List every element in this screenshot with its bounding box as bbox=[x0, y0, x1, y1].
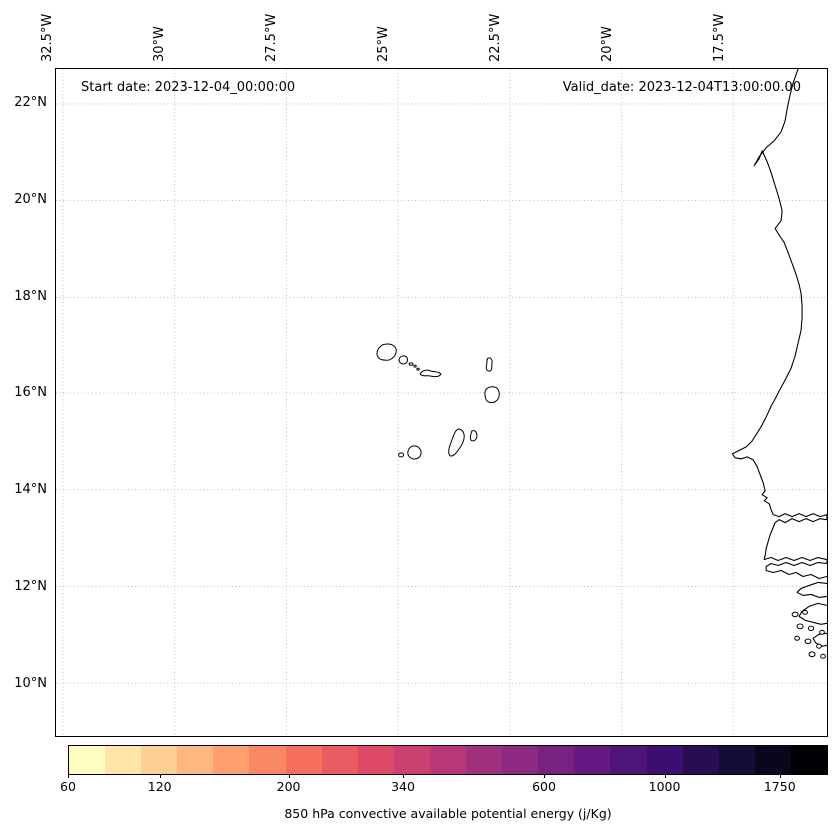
coastlines bbox=[731, 69, 827, 647]
colorbar-segment bbox=[393, 746, 430, 774]
x-tick-label: 32.5°W bbox=[40, 13, 55, 62]
colorbar-segment bbox=[538, 746, 575, 774]
island bbox=[448, 428, 465, 457]
small-island bbox=[808, 651, 816, 658]
colorbar-segment bbox=[502, 746, 539, 774]
islet bbox=[408, 362, 414, 366]
small-island bbox=[819, 629, 825, 635]
small-island bbox=[804, 638, 812, 645]
colorbar-tick-mark bbox=[403, 775, 405, 778]
estuary-coastline bbox=[798, 602, 827, 625]
colorbar-segment bbox=[754, 746, 791, 774]
colorbar-segment bbox=[321, 746, 358, 774]
small-island bbox=[794, 635, 800, 641]
island bbox=[419, 369, 442, 378]
colorbar-tick-mark bbox=[664, 775, 666, 778]
colorbar-tick-label: 1750 bbox=[763, 779, 796, 794]
y-tick-label: 14°N bbox=[14, 482, 47, 497]
small-island bbox=[791, 611, 799, 618]
y-tick-label: 16°N bbox=[14, 385, 47, 400]
x-tick-label: 27.5°W bbox=[264, 13, 279, 62]
colorbar-segment bbox=[429, 746, 467, 774]
islet bbox=[413, 364, 417, 368]
colorbar-segment bbox=[718, 746, 755, 774]
x-tick-label: 17.5°W bbox=[712, 13, 727, 62]
colorbar-tick-mark bbox=[288, 775, 290, 778]
islet bbox=[416, 367, 420, 371]
island bbox=[407, 445, 422, 460]
colorbar-label: 850 hPa convective available potential e… bbox=[284, 806, 612, 821]
y-tick-label: 20°N bbox=[14, 192, 47, 207]
island bbox=[376, 343, 397, 361]
colorbar-tick-mark bbox=[159, 775, 161, 778]
offshore-islets bbox=[791, 609, 826, 659]
colorbar bbox=[68, 745, 828, 775]
colorbar-tick-mark bbox=[779, 775, 781, 778]
estuary-coastline bbox=[796, 581, 827, 598]
colorbar-tick-label: 60 bbox=[60, 779, 76, 794]
x-tick-label: 30°W bbox=[152, 26, 167, 62]
colorbar-segment bbox=[285, 746, 322, 774]
y-tick-label: 18°N bbox=[14, 289, 47, 304]
colorbar-segment bbox=[249, 746, 286, 774]
small-island bbox=[802, 609, 808, 615]
x-tick-label: 22.5°W bbox=[488, 13, 503, 62]
island bbox=[398, 355, 408, 365]
colorbar-tick-mark bbox=[544, 775, 546, 778]
y-tick-label: 10°N bbox=[14, 676, 47, 691]
colorbar-segment bbox=[610, 746, 647, 774]
colorbar-tick-label: 1000 bbox=[648, 779, 681, 794]
small-island bbox=[820, 653, 826, 659]
africa-coastline bbox=[731, 69, 827, 580]
start-date-annotation: Start date: 2023-12-04_00:00:00 bbox=[81, 80, 296, 95]
colorbar-segment bbox=[177, 746, 214, 774]
colorbar-tick-label: 120 bbox=[147, 779, 172, 794]
islet bbox=[398, 452, 405, 458]
island bbox=[485, 357, 493, 372]
map-canvas bbox=[56, 69, 827, 736]
colorbar-segment bbox=[105, 746, 142, 774]
island bbox=[469, 430, 478, 442]
colorbar-tick-label: 600 bbox=[532, 779, 556, 794]
colorbar-segment bbox=[69, 746, 106, 774]
colorbar-segment bbox=[574, 746, 611, 774]
cape-verde-islands bbox=[376, 343, 500, 460]
colorbar-segment bbox=[682, 746, 719, 774]
colorbar-segment bbox=[790, 746, 827, 774]
colorbar-segment bbox=[213, 746, 250, 774]
colorbar-segment bbox=[141, 746, 178, 774]
colorbar-segment bbox=[466, 746, 503, 774]
colorbar-tick-mark bbox=[68, 775, 69, 778]
colorbar-segment bbox=[646, 746, 683, 774]
map-plot-area: Start date: 2023-12-04_00:00:00 Valid_da… bbox=[55, 68, 828, 737]
small-island bbox=[796, 623, 804, 630]
latlon-gridlines bbox=[56, 69, 827, 736]
small-island bbox=[816, 643, 822, 649]
y-tick-label: 12°N bbox=[14, 579, 47, 594]
colorbar-segment bbox=[357, 746, 394, 774]
small-island bbox=[807, 625, 815, 632]
x-tick-label: 20°W bbox=[600, 26, 615, 62]
island bbox=[484, 386, 500, 404]
x-tick-label: 25°W bbox=[376, 26, 391, 62]
colorbar-tick-label: 200 bbox=[276, 779, 301, 794]
y-tick-label: 22°N bbox=[14, 95, 47, 110]
valid-date-annotation: Valid_date: 2023-12-04T13:00:00.00 bbox=[562, 80, 801, 95]
colorbar-tick-label: 340 bbox=[391, 779, 415, 794]
